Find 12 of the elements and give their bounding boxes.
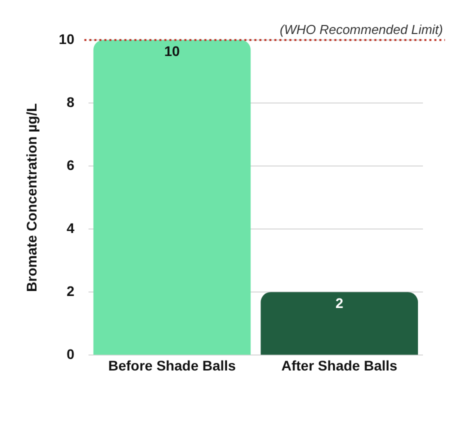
x-tick-label: After Shade Balls — [281, 357, 398, 374]
y-tick-label: 4 — [66, 220, 75, 236]
y-tick-label: 10 — [58, 30, 75, 47]
data-label: 10 — [164, 42, 180, 59]
x-tick-label: Before Shade Balls — [108, 357, 236, 374]
y-tick-label: 6 — [66, 156, 75, 173]
y-tick-label: 8 — [66, 94, 75, 110]
y-axis-title: Bromate Concentration µg/L — [23, 102, 40, 292]
y-tick-label: 0 — [66, 346, 75, 362]
y-tick-label: 2 — [66, 283, 75, 300]
ref-line-label: (WHO Recommended Limit) — [280, 22, 443, 38]
data-label: 2 — [335, 295, 344, 312]
